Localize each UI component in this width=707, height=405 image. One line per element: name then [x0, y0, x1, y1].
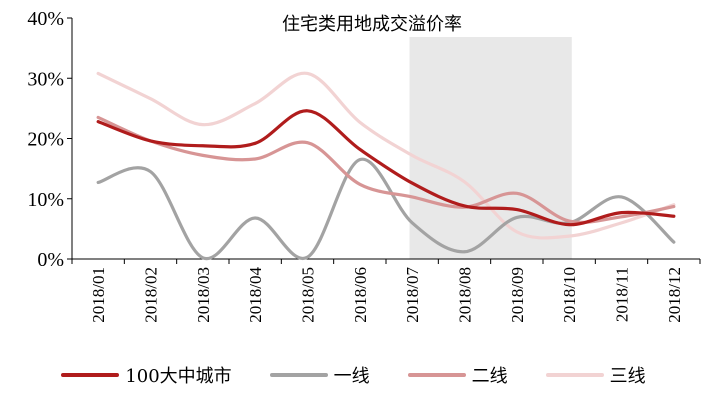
legend-label-tier3: 三线: [609, 366, 646, 387]
x-tick-label: 2018/04: [246, 267, 265, 323]
x-tick-label: 2018/02: [142, 267, 161, 323]
y-tick-label: 10%: [27, 189, 64, 211]
legend-item-tier1: 一线: [269, 362, 370, 388]
x-tick-label: 2018/03: [194, 267, 213, 323]
x-tick-label: 2018/09: [508, 267, 527, 323]
x-tick-label: 2018/05: [299, 267, 318, 323]
y-tick-label: 40%: [27, 8, 64, 30]
x-tick-label: 2018/01: [89, 267, 108, 323]
legend-item-tier3: 三线: [545, 362, 646, 388]
legend: 100大中城市 一线 二线 三线: [0, 358, 707, 392]
legend-item-100-cities: 100大中城市: [61, 362, 232, 388]
x-tick-label: 2018/10: [560, 267, 579, 323]
series-line-100-cities: [96, 109, 676, 227]
series-layer: [96, 71, 676, 261]
legend-swatch-tier3: [545, 373, 604, 377]
y-tick-label: 0%: [37, 249, 64, 271]
legend-label-tier2: 二线: [471, 366, 508, 387]
legend-swatch-tier2: [407, 373, 466, 377]
x-tick-label: 2018/11: [613, 267, 632, 322]
series-line-tier3: [96, 71, 676, 240]
series-line-tier2: [96, 115, 676, 224]
legend-label-tier1: 一线: [333, 366, 370, 387]
highlight-band: [409, 37, 572, 259]
axes: [67, 17, 701, 264]
y-tick-label: 20%: [27, 129, 64, 151]
x-tick-label: 2018/12: [665, 267, 684, 323]
tick-labels: 0% 10% 20% 30% 40% 2018/01 2018/02 2018/03 2018/…: [27, 8, 684, 323]
legend-swatch-tier1: [269, 373, 328, 377]
y-tick-label: 30%: [27, 68, 64, 90]
legend-label-100-cities: 100大中城市: [125, 366, 232, 387]
highlight-band-layer: [409, 37, 572, 259]
x-tick-label: 2018/08: [456, 267, 475, 323]
x-tick-label: 2018/06: [351, 267, 370, 323]
legend-swatch-100-cities: [61, 373, 120, 377]
legend-item-tier2: 二线: [407, 362, 508, 388]
x-tick-label: 2018/07: [403, 267, 422, 323]
chart-title: 住宅类用地成交溢价率: [282, 14, 462, 35]
series-line-tier1: [96, 157, 676, 261]
